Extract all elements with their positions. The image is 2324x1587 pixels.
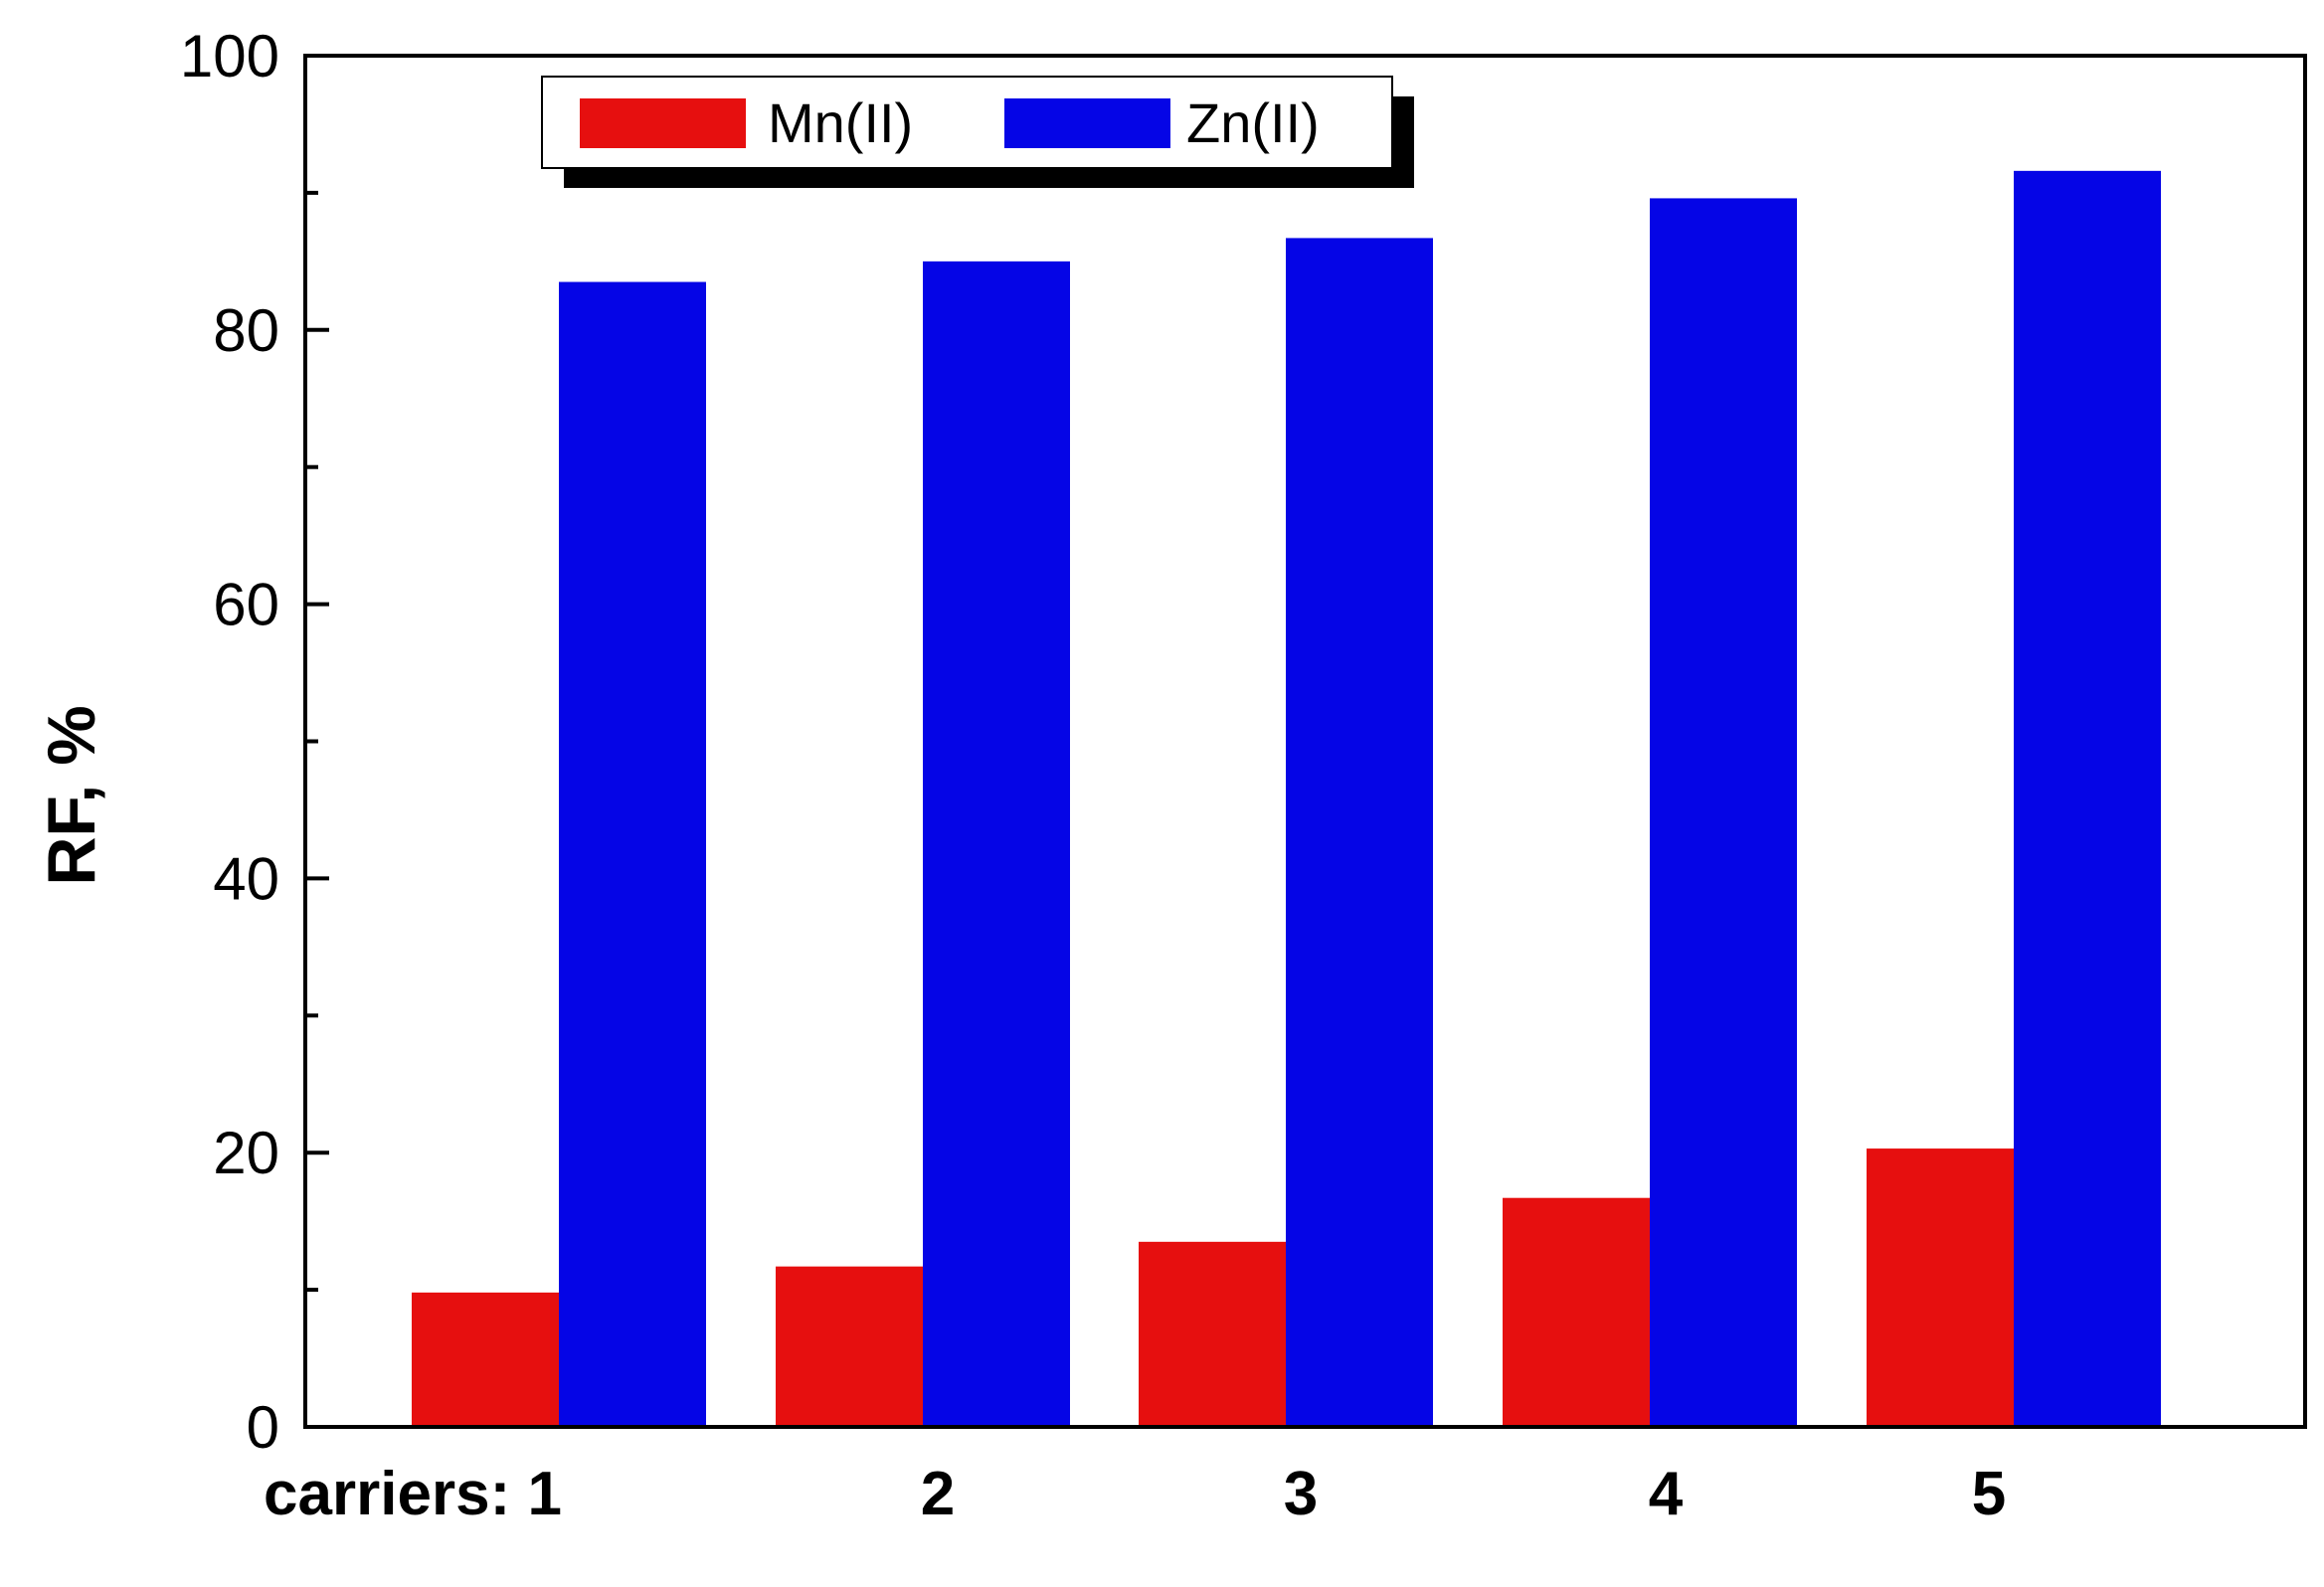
legend: Mn(II) Zn(II) xyxy=(541,76,1414,188)
y-tick-label: 80 xyxy=(213,297,279,364)
x-axis: carriers: 1 2 3 4 5 xyxy=(264,1460,2006,1528)
bar-znii-5 xyxy=(2014,170,2161,1428)
bar-mnii-1 xyxy=(412,1292,559,1427)
bar-znii-4 xyxy=(1650,198,1797,1427)
bar-znii-3 xyxy=(1286,238,1433,1428)
bar-mnii-4 xyxy=(1503,1197,1650,1427)
bar-mnii-2 xyxy=(776,1266,923,1427)
y-tick-label: 100 xyxy=(180,23,279,89)
y-axis-title: RF, % xyxy=(34,705,109,885)
y-axis: 0 20 40 60 80 100 xyxy=(180,23,329,1461)
plot-frame xyxy=(303,54,2307,1429)
y-tick-label: 40 xyxy=(213,845,279,912)
bar-mnii-3 xyxy=(1139,1241,1286,1427)
x-category-label: carriers: 1 xyxy=(264,1460,562,1528)
x-category-label: 5 xyxy=(1972,1460,2006,1528)
legend-label: Zn(II) xyxy=(1186,91,1320,154)
x-category-label: 2 xyxy=(921,1460,955,1528)
legend-swatch xyxy=(1004,98,1170,148)
legend-label: Mn(II) xyxy=(768,91,913,154)
bars-group xyxy=(412,170,2161,1428)
bar-znii-1 xyxy=(559,281,706,1427)
bar-znii-2 xyxy=(923,261,1070,1428)
legend-swatch xyxy=(580,98,746,148)
x-category-label: 4 xyxy=(1649,1460,1684,1528)
x-category-label: 3 xyxy=(1284,1460,1318,1528)
y-tick-label: 20 xyxy=(213,1120,279,1186)
y-tick-label: 60 xyxy=(213,572,279,638)
y-tick-label: 0 xyxy=(247,1394,279,1461)
bar-mnii-5 xyxy=(1867,1148,2014,1427)
